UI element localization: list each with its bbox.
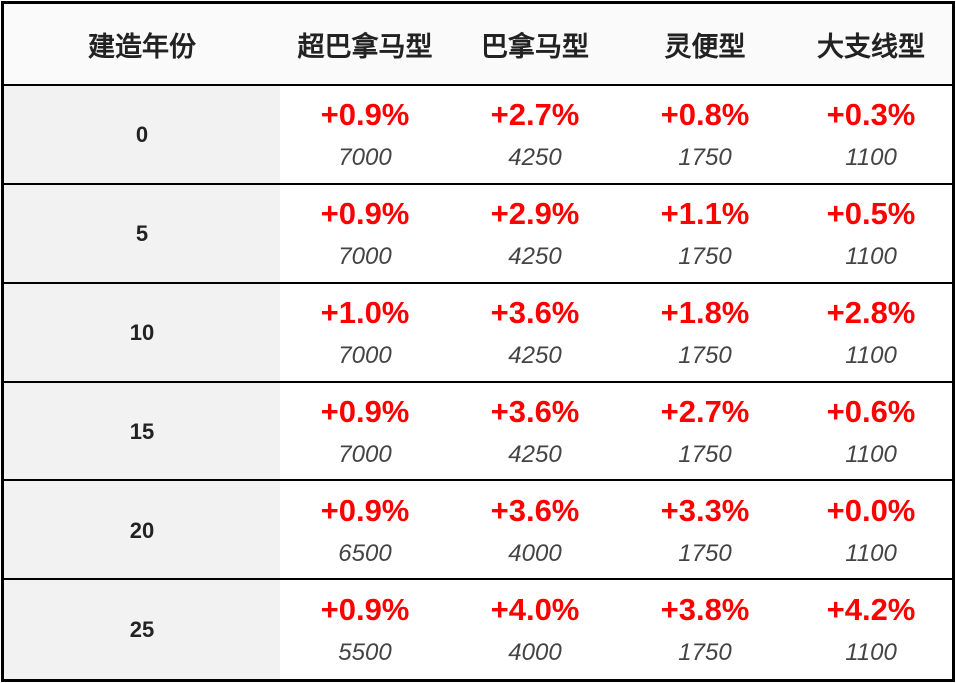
data-cell: +3.6% 4000	[450, 481, 620, 580]
percent-change: +0.9%	[320, 591, 410, 627]
header-cell: 建造年份	[88, 31, 196, 62]
price-value: 1750	[678, 342, 732, 370]
data-cell: +2.7% 1750	[620, 383, 790, 482]
percent-change: +4.0%	[490, 591, 580, 627]
year-cell: 25	[4, 580, 280, 679]
percent-change: +3.6%	[490, 393, 580, 429]
data-cell: +3.6% 4250	[450, 284, 620, 383]
percent-change: +3.8%	[660, 591, 750, 627]
price-value: 7000	[338, 144, 392, 172]
percent-change: +3.6%	[490, 492, 580, 528]
header-cell: 灵便型	[664, 31, 746, 62]
year-cell: 10	[4, 283, 280, 383]
percent-change: +0.9%	[320, 196, 410, 232]
percent-change: +3.6%	[490, 295, 580, 331]
price-value: 1750	[678, 638, 732, 666]
percent-change: +2.8%	[826, 295, 916, 331]
price-value: 1100	[845, 243, 897, 271]
data-cell: +0.8% 1750	[620, 86, 790, 185]
price-value: 1750	[678, 539, 732, 567]
percent-change: +1.0%	[320, 295, 410, 331]
data-cell: +0.5% 1100	[790, 185, 952, 284]
year-cell: 0	[4, 86, 280, 185]
price-value: 1750	[678, 144, 732, 172]
percent-change: +1.1%	[660, 196, 750, 232]
data-cell: +4.2% 1100	[790, 580, 952, 679]
data-cell: +4.0% 4000	[450, 580, 620, 679]
percent-change: +0.9%	[320, 97, 410, 133]
table-row: 20 +0.9% 6500 +3.6% 4000 +3.3% 1750 +0.0% 1100	[4, 479, 952, 581]
price-value: 4250	[508, 144, 562, 172]
price-value: 1100	[845, 342, 897, 370]
price-value: 6500	[338, 539, 392, 567]
price-value: 5500	[338, 638, 392, 666]
percent-change: +0.3%	[826, 97, 916, 133]
table-row: 0 +0.9% 7000 +2.7% 4250 +0.8% 1750 +0.3% 1100	[4, 84, 952, 185]
header-cell: 大支线型	[817, 31, 925, 62]
year-cell: 5	[4, 184, 280, 284]
percent-change: +1.8%	[660, 295, 750, 331]
year-cell: 20	[4, 481, 280, 581]
header-cell: 超巴拿马型	[297, 31, 433, 62]
data-cell: +0.3% 1100	[790, 86, 952, 185]
data-cell: +1.0% 7000	[280, 284, 450, 383]
data-cell: +2.9% 4250	[450, 185, 620, 284]
data-cell: +0.6% 1100	[790, 383, 952, 482]
data-cell: +0.9% 7000	[280, 185, 450, 284]
percent-change: +3.3%	[660, 492, 750, 528]
price-value: 1750	[678, 440, 732, 468]
year-cell: 15	[4, 382, 280, 482]
data-cell: +0.9% 7000	[280, 383, 450, 482]
percent-change: +0.9%	[320, 393, 410, 429]
price-value: 7000	[338, 342, 392, 370]
data-cell: +0.9% 6500	[280, 481, 450, 580]
data-cell: +2.8% 1100	[790, 284, 952, 383]
percent-change: +4.2%	[826, 591, 916, 627]
price-value: 7000	[338, 440, 392, 468]
header-cell: 巴拿马型	[481, 31, 589, 62]
table-row: 15 +0.9% 7000 +3.6% 4250 +2.7% 1750 +0.6% 1100	[4, 380, 952, 482]
price-value: 4250	[508, 342, 562, 370]
table-row: 25 +0.9% 5500 +4.0% 4000 +3.8% 1750 +4.2% 1100	[4, 578, 952, 679]
price-value: 7000	[338, 243, 392, 271]
data-cell: +1.1% 1750	[620, 185, 790, 284]
price-value: 1100	[845, 144, 897, 172]
percent-change: +2.7%	[660, 393, 750, 429]
data-cell: +0.0% 1100	[790, 481, 952, 580]
price-value: 4000	[508, 638, 562, 666]
price-value: 1750	[678, 243, 732, 271]
data-cell: +3.8% 1750	[620, 580, 790, 679]
data-cell: +3.6% 4250	[450, 383, 620, 482]
percent-change: +0.5%	[826, 196, 916, 232]
price-value: 4000	[508, 539, 562, 567]
price-value: 1100	[845, 440, 897, 468]
data-cell: +1.8% 1750	[620, 284, 790, 383]
price-value: 1100	[845, 638, 897, 666]
price-value: 4250	[508, 243, 562, 271]
data-cell: +0.9% 7000	[280, 86, 450, 185]
data-cell: +2.7% 4250	[450, 86, 620, 185]
table-row: 10 +1.0% 7000 +3.6% 4250 +1.8% 1750 +2.8% 1100	[4, 281, 952, 383]
header-row: 建造年份 超巴拿马型 巴拿马型 灵便型 大支线型	[4, 4, 952, 86]
price-value: 1100	[845, 539, 897, 567]
percent-change: +0.6%	[826, 393, 916, 429]
percent-change: +2.7%	[490, 97, 580, 133]
table-row: 5 +0.9% 7000 +2.9% 4250 +1.1% 1750 +0.5% 1100	[4, 182, 952, 284]
percent-change: +0.0%	[826, 492, 916, 528]
price-value: 4250	[508, 440, 562, 468]
data-cell: +3.3% 1750	[620, 481, 790, 580]
percent-change: +0.8%	[660, 97, 750, 133]
percent-change: +0.9%	[320, 492, 410, 528]
data-cell: +0.9% 5500	[280, 580, 450, 679]
percent-change: +2.9%	[490, 196, 580, 232]
